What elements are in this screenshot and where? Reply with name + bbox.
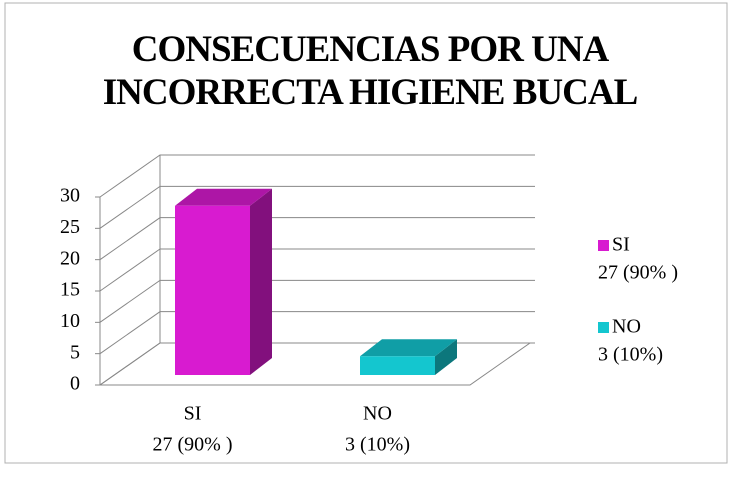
floor xyxy=(98,342,532,386)
chart-title: CONSECUENCIAS POR UNA INCORRECTA HIGIENE… xyxy=(102,29,639,113)
y-tick-label: 10 xyxy=(60,310,80,332)
grid-line xyxy=(99,311,535,355)
legend-value: 3 (10%) xyxy=(598,344,663,366)
y-tick-label: 15 xyxy=(60,279,80,301)
bar-face xyxy=(175,205,250,375)
grid-line xyxy=(99,185,535,229)
legend-swatch xyxy=(598,322,609,333)
y-tick-label: 5 xyxy=(70,341,80,363)
chart-border xyxy=(4,2,728,464)
legend-label: NO xyxy=(612,316,641,338)
legend-value: 27 (90% ) xyxy=(598,262,678,284)
grid-line xyxy=(99,154,535,198)
x-tick-label: SI xyxy=(184,403,202,425)
grid-line xyxy=(99,279,535,323)
bar-face xyxy=(175,188,272,206)
y-tick-label: 20 xyxy=(60,247,80,269)
bar xyxy=(175,188,272,375)
x-value-label: 3 (10%) xyxy=(345,434,410,456)
grid-line xyxy=(99,342,535,386)
grid-line xyxy=(99,217,535,261)
legend-swatch xyxy=(598,240,609,251)
x-value-label: 27 (90% ) xyxy=(153,434,233,456)
bar-face xyxy=(360,339,457,357)
grid-line xyxy=(99,248,535,292)
legend-label: SI xyxy=(612,234,630,256)
bar-face xyxy=(360,356,435,375)
y-tick-label: 30 xyxy=(60,185,80,207)
y-tick-label: 25 xyxy=(60,216,80,238)
x-tick-label: NO xyxy=(363,403,392,425)
bar xyxy=(360,339,457,375)
bar-face xyxy=(435,339,457,375)
y-tick-label: 0 xyxy=(70,373,80,395)
bar-face xyxy=(250,188,272,375)
